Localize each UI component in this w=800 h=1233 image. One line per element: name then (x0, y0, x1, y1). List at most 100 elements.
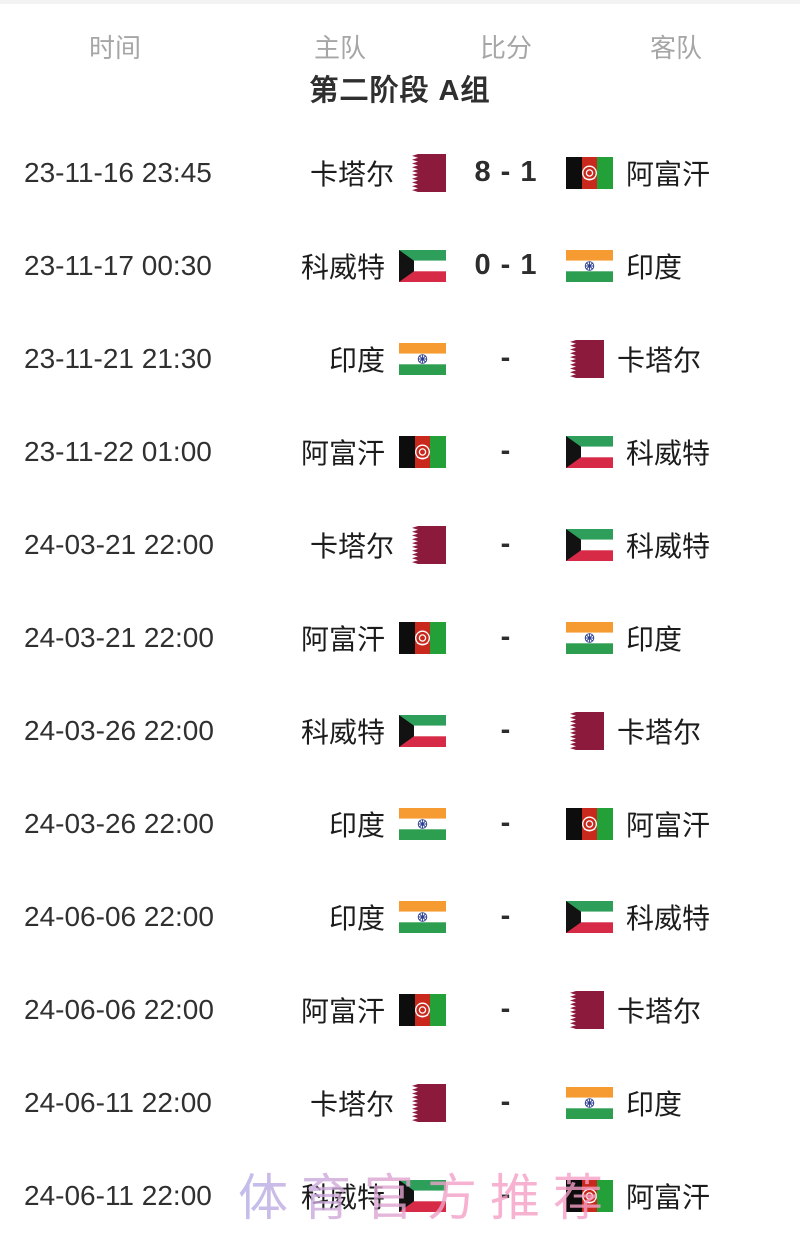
home-team: 阿富汗 (280, 618, 446, 658)
home-team-name: 卡塔尔 (309, 158, 394, 190)
home-team: 科威特 (280, 1176, 446, 1216)
match-row[interactable]: 23-11-17 00:30 科威特 0 - 1 印度 (0, 219, 800, 312)
home-team-name: 卡塔尔 (309, 1088, 394, 1120)
away-team-name: 卡塔尔 (617, 995, 702, 1027)
away-team-name: 印度 (626, 251, 683, 283)
match-time: 24-06-11 22:00 (24, 1179, 212, 1211)
away-team: 阿富汗 (566, 153, 800, 193)
match-score: - (500, 1086, 512, 1118)
afghanistan-flag-icon (399, 436, 446, 468)
match-score: - (500, 900, 512, 932)
away-team-name: 阿富汗 (626, 809, 711, 841)
away-team: 卡塔尔 (566, 339, 800, 379)
kuwait-flag-icon (399, 250, 446, 282)
away-team: 科威特 (566, 897, 800, 937)
match-time: 23-11-22 01:00 (24, 435, 212, 467)
away-team-name: 科威特 (626, 902, 711, 934)
match-time: 23-11-16 23:45 (24, 156, 212, 188)
home-team: 印度 (280, 339, 446, 379)
match-row[interactable]: 24-06-06 22:00 阿富汗 - 卡塔尔 (0, 963, 800, 1056)
match-score: - (500, 1179, 512, 1211)
away-team-name: 印度 (626, 1088, 683, 1120)
away-team-name: 卡塔尔 (617, 344, 702, 376)
afghanistan-flag-icon (566, 808, 613, 840)
match-time: 24-06-06 22:00 (24, 993, 214, 1025)
home-team: 科威特 (280, 246, 446, 286)
match-row[interactable]: 23-11-22 01:00 阿富汗 - 科威特 (0, 405, 800, 498)
match-time: 24-03-21 22:00 (24, 528, 214, 560)
away-team-name: 科威特 (626, 437, 711, 469)
match-row[interactable]: 24-06-11 22:00 卡塔尔 - 印度 (0, 1056, 800, 1149)
kuwait-flag-icon (566, 436, 613, 468)
match-time: 23-11-21 21:30 (24, 342, 212, 374)
home-team: 印度 (280, 804, 446, 844)
table-header: 时间 主队 比分 客队 (0, 4, 800, 68)
home-team: 印度 (280, 897, 446, 937)
match-row[interactable]: 24-03-21 22:00 阿富汗 - 印度 (0, 591, 800, 684)
match-row[interactable]: 23-11-21 21:30 印度 - 卡塔尔 (0, 312, 800, 405)
india-flag-icon (566, 250, 613, 282)
home-team: 卡塔尔 (280, 153, 446, 193)
match-score: 0 - 1 (474, 249, 538, 281)
home-team: 卡塔尔 (280, 1083, 446, 1123)
match-score: - (500, 435, 512, 467)
home-team-name: 印度 (328, 809, 385, 841)
qatar-flag-icon (408, 154, 446, 192)
match-time: 24-06-06 22:00 (24, 900, 214, 932)
column-header-time: 时间 (88, 33, 142, 63)
qatar-flag-icon (566, 991, 604, 1029)
match-row[interactable]: 24-06-11 22:00 科威特 - 阿富汗 (0, 1149, 800, 1233)
qatar-flag-icon (566, 340, 604, 378)
kuwait-flag-icon (399, 715, 446, 747)
home-team-name: 印度 (328, 902, 385, 934)
india-flag-icon (399, 808, 446, 840)
india-flag-icon (399, 901, 446, 933)
match-row[interactable]: 24-03-26 22:00 科威特 - 卡塔尔 (0, 684, 800, 777)
match-time: 24-03-21 22:00 (24, 621, 214, 653)
match-score: - (500, 714, 512, 746)
group-stage-title: 第二阶段 A组 (309, 75, 491, 107)
india-flag-icon (566, 622, 613, 654)
column-header-score: 比分 (479, 33, 533, 63)
afghanistan-flag-icon (566, 157, 613, 189)
away-team: 科威特 (566, 525, 800, 565)
home-team-name: 卡塔尔 (309, 530, 394, 562)
home-team-name: 印度 (328, 344, 385, 376)
home-team-name: 阿富汗 (300, 995, 385, 1027)
away-team: 印度 (566, 246, 800, 286)
match-row[interactable]: 23-11-16 23:45 卡塔尔 8 - 1 阿富汗 (0, 126, 800, 219)
home-team-name: 科威特 (300, 251, 385, 283)
home-team: 卡塔尔 (280, 525, 446, 565)
match-score: - (500, 342, 512, 374)
afghanistan-flag-icon (399, 994, 446, 1026)
home-team-name: 科威特 (300, 1181, 385, 1213)
afghanistan-flag-icon (399, 622, 446, 654)
away-team: 阿富汗 (566, 1176, 800, 1216)
home-team-name: 科威特 (300, 716, 385, 748)
afghanistan-flag-icon (566, 1180, 613, 1212)
away-team-name: 卡塔尔 (617, 716, 702, 748)
away-team: 阿富汗 (566, 804, 800, 844)
away-team-name: 科威特 (626, 530, 711, 562)
kuwait-flag-icon (399, 1180, 446, 1212)
column-header-home: 主队 (313, 33, 367, 63)
kuwait-flag-icon (566, 529, 613, 561)
match-row[interactable]: 24-03-26 22:00 印度 - 阿富汗 (0, 777, 800, 870)
india-flag-icon (399, 343, 446, 375)
top-divider (0, 0, 800, 4)
away-team: 印度 (566, 618, 800, 658)
qatar-flag-icon (566, 712, 604, 750)
kuwait-flag-icon (566, 901, 613, 933)
match-time: 23-11-17 00:30 (24, 249, 212, 281)
match-score: - (500, 993, 512, 1025)
away-team-name: 阿富汗 (626, 158, 711, 190)
match-row[interactable]: 24-03-21 22:00 卡塔尔 - 科威特 (0, 498, 800, 591)
away-team: 印度 (566, 1083, 800, 1123)
away-team: 卡塔尔 (566, 711, 800, 751)
india-flag-icon (566, 1087, 613, 1119)
away-team-name: 印度 (626, 623, 683, 655)
column-header-away: 客队 (649, 33, 703, 63)
match-row[interactable]: 24-06-06 22:00 印度 - 科威特 (0, 870, 800, 963)
home-team: 阿富汗 (280, 990, 446, 1030)
